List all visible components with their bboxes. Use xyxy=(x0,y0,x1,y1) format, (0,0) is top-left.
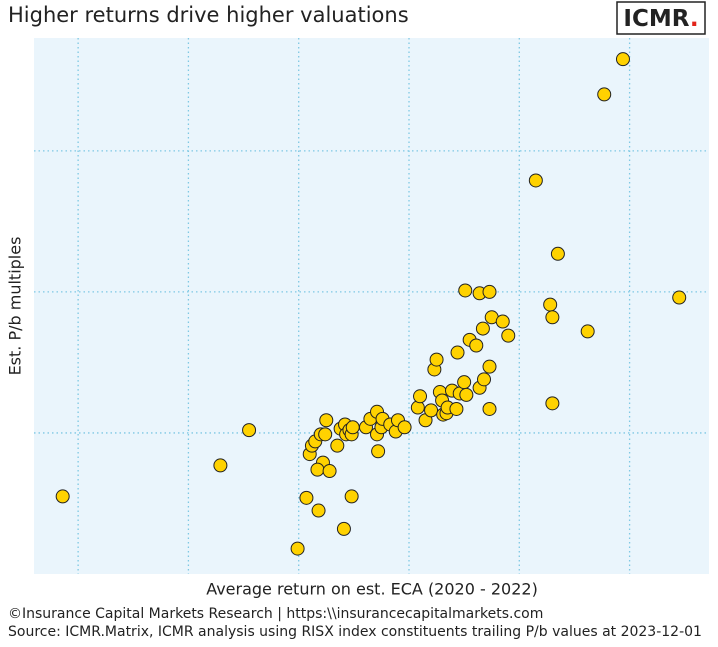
point xyxy=(543,297,558,312)
point xyxy=(450,345,465,360)
point xyxy=(410,400,425,415)
point xyxy=(318,427,333,442)
point xyxy=(310,462,325,477)
point xyxy=(449,401,464,416)
logo-text: ICMR xyxy=(623,6,689,32)
plot-area xyxy=(34,38,709,574)
grid xyxy=(34,38,709,574)
point xyxy=(242,423,257,438)
point xyxy=(597,87,612,102)
point xyxy=(482,401,497,416)
point xyxy=(545,396,560,411)
point xyxy=(459,387,474,402)
point xyxy=(345,420,360,435)
point xyxy=(311,503,326,518)
point xyxy=(397,420,412,435)
point xyxy=(371,444,386,459)
footer-line: Source: ICMR.Matrix, ICMR analysis using… xyxy=(8,624,702,640)
point xyxy=(469,338,484,353)
logo-mark: . xyxy=(690,6,699,32)
point xyxy=(545,310,560,325)
chart-title: Higher returns drive higher valuations xyxy=(8,3,409,27)
point xyxy=(330,438,345,453)
point xyxy=(344,489,359,504)
footer-line: ©Insurance Capital Markets Research | ht… xyxy=(8,606,543,622)
point xyxy=(672,290,687,305)
point xyxy=(299,490,314,505)
points xyxy=(55,52,687,556)
point xyxy=(319,413,334,428)
point xyxy=(550,246,565,261)
logo-box xyxy=(616,1,706,35)
point xyxy=(213,458,228,473)
y-axis-label: Est. P/b multiples xyxy=(6,237,25,376)
point xyxy=(424,403,439,418)
point xyxy=(528,173,543,188)
point xyxy=(495,314,510,329)
point xyxy=(580,324,595,339)
point xyxy=(413,389,428,404)
point xyxy=(482,284,497,299)
point xyxy=(322,464,337,479)
point xyxy=(55,489,70,504)
point xyxy=(501,328,516,343)
point xyxy=(458,283,473,298)
point xyxy=(477,372,491,387)
point xyxy=(482,359,497,374)
point xyxy=(429,352,444,367)
point xyxy=(457,375,472,390)
logo: ICMR. xyxy=(623,6,698,32)
point xyxy=(290,541,305,556)
point xyxy=(336,521,351,536)
point xyxy=(475,321,490,336)
point xyxy=(615,52,630,67)
x-axis-label: Average return on est. ECA (2020 - 2022) xyxy=(206,580,538,599)
